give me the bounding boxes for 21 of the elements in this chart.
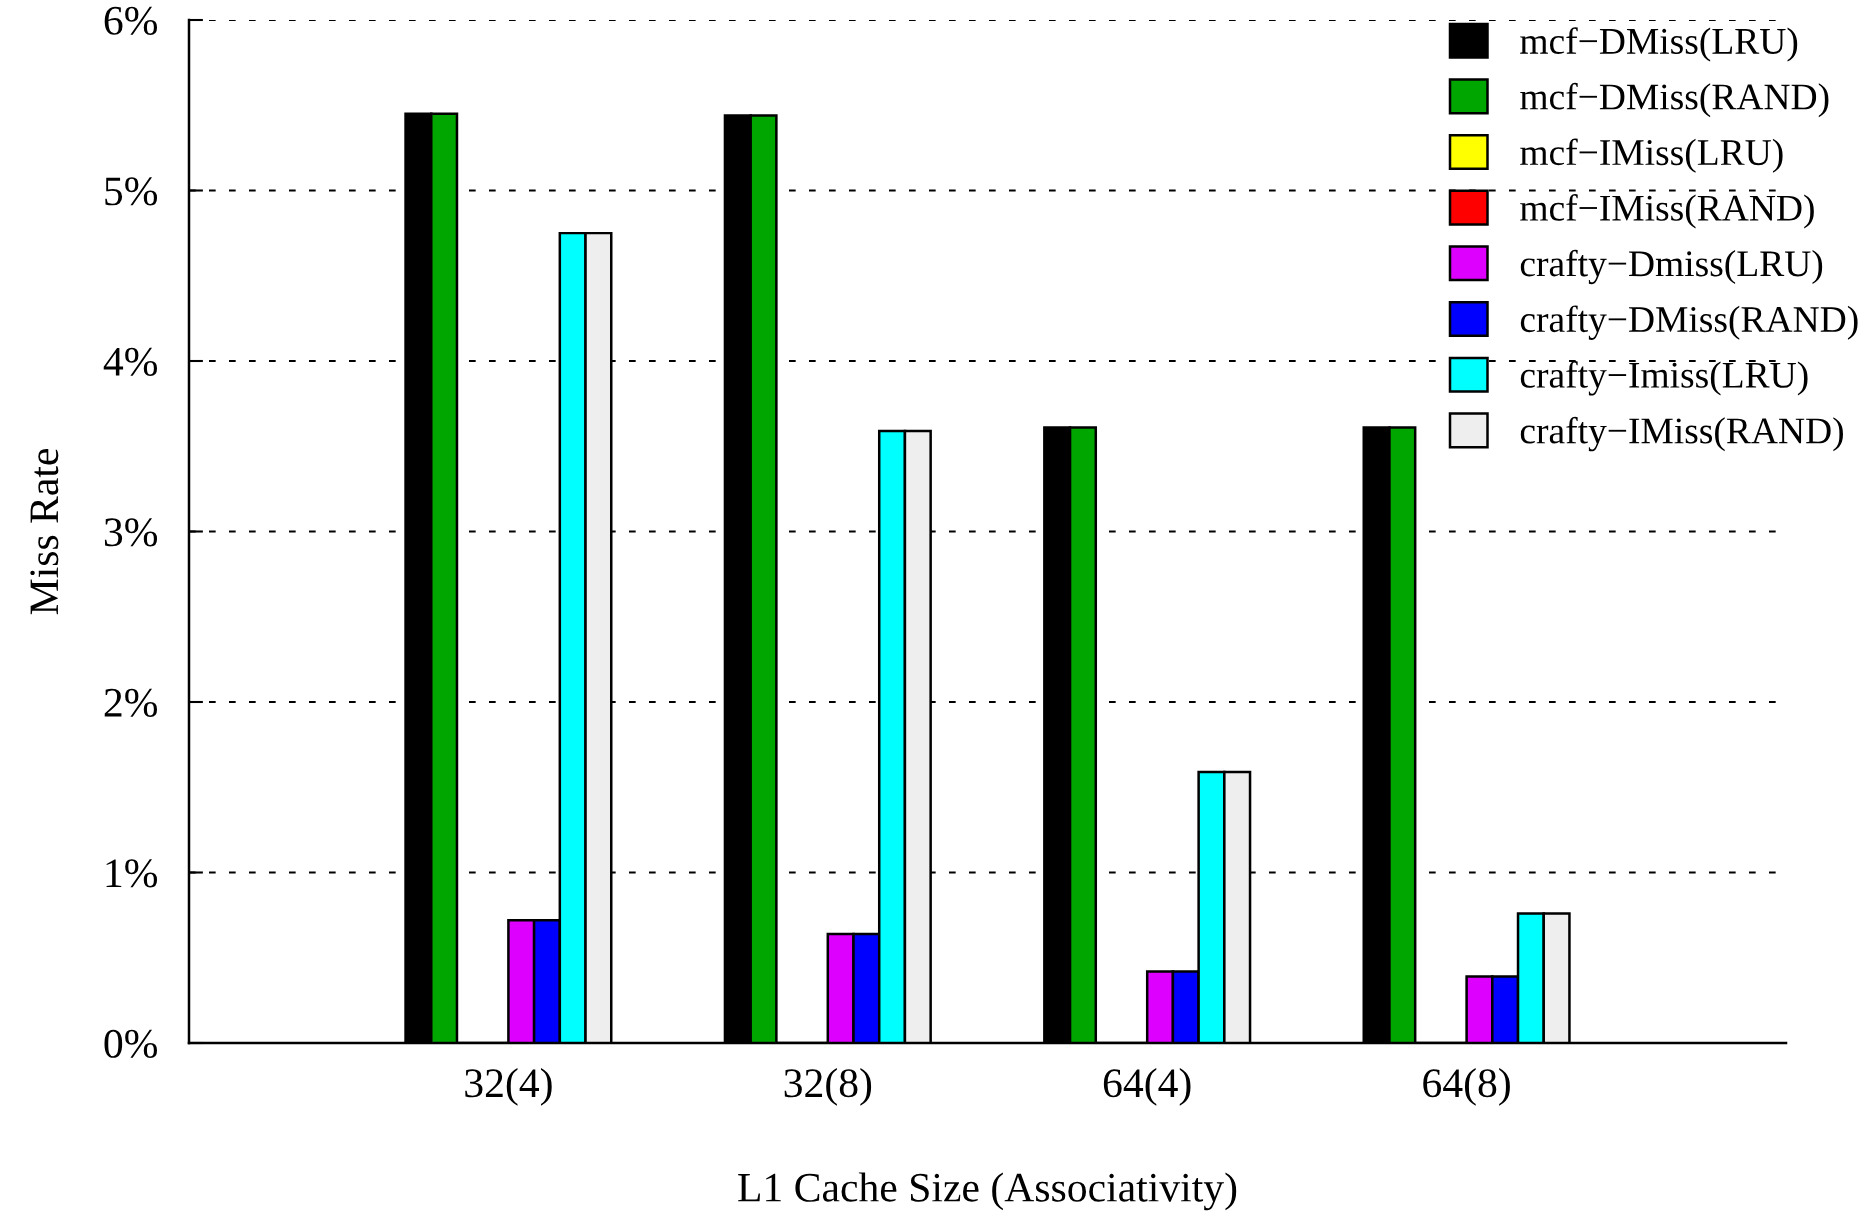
x-tick-label: 32(4) bbox=[465, 1068, 552, 1106]
legend-label: mcf−IMiss(LRU) bbox=[1520, 138, 1783, 173]
y-tick-label: 2% bbox=[104, 688, 158, 717]
legend-label: mcf−DMiss(LRU) bbox=[1520, 27, 1798, 62]
y-tick-label: 1% bbox=[106, 859, 158, 888]
y-tick-label: 3% bbox=[104, 518, 158, 547]
y-tick-label: 6% bbox=[104, 6, 158, 35]
legend-label: crafty−Dmiss(LRU) bbox=[1520, 249, 1823, 285]
x-tick-label: 64(8) bbox=[1423, 1068, 1510, 1106]
legend-label: crafty−Imiss(LRU) bbox=[1520, 361, 1808, 396]
y-tick-label: 4% bbox=[103, 347, 158, 376]
legend-label: mcf−IMiss(RAND) bbox=[1520, 194, 1814, 229]
legend-label: crafty−DMiss(RAND) bbox=[1520, 305, 1858, 340]
legend-label: crafty−IMiss(RAND) bbox=[1520, 416, 1843, 452]
x-tick-label: 64(4) bbox=[1103, 1068, 1191, 1106]
y-axis-title: Miss Rate bbox=[30, 449, 59, 615]
y-tick-label: 0% bbox=[104, 1029, 158, 1058]
x-axis-title: L1 Cache Size (Associativity) bbox=[738, 1172, 1237, 1211]
x-tick-label: 32(8) bbox=[784, 1068, 872, 1106]
legend-label: mcf−DMiss(RAND) bbox=[1520, 82, 1829, 118]
y-tick-label: 5% bbox=[105, 177, 158, 206]
